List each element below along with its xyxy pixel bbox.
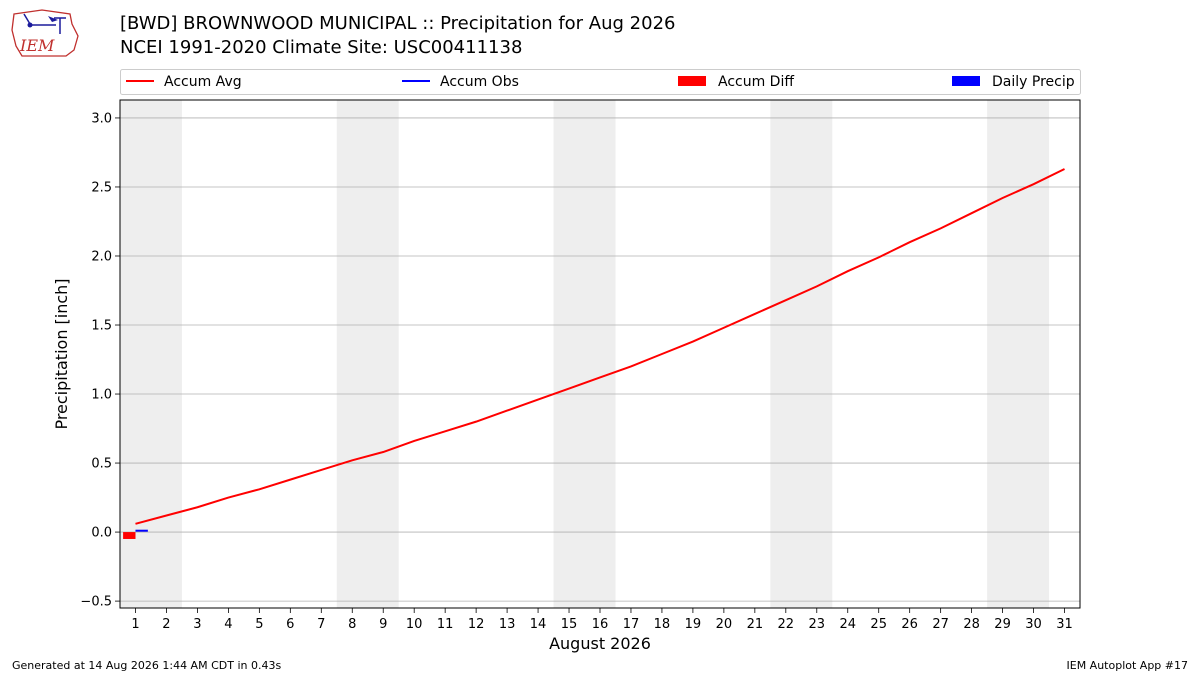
x-axis-label: August 2026: [549, 634, 651, 653]
x-tick-label: 8: [348, 617, 356, 632]
x-tick-label: 21: [747, 617, 764, 632]
y-tick-label: 0.5: [91, 457, 112, 472]
y-tick-label: 3.0: [91, 111, 112, 126]
weekend-band: [120, 100, 182, 608]
x-tick-label: 12: [468, 617, 485, 632]
chart-subtitle: NCEI 1991-2020 Climate Site: USC00411138: [120, 37, 523, 58]
accum-avg-line: [135, 168, 1065, 525]
x-tick-label: 29: [994, 617, 1011, 632]
series-lines: [135, 168, 1065, 532]
x-tick-label: 2: [162, 617, 170, 632]
x-tick-label: 16: [592, 617, 609, 632]
y-tick-label: 2.5: [91, 180, 112, 195]
y-tick-label: 0.0: [91, 526, 112, 541]
legend: Accum Avg Accum Obs Accum Diff Daily Precip: [120, 69, 1081, 95]
x-tick-label: 17: [623, 617, 640, 632]
x-tick-label: 14: [530, 617, 547, 632]
iem-logo: IEM: [11, 9, 79, 57]
weekend-band: [770, 100, 833, 608]
y-tick-label: 1.5: [91, 319, 112, 334]
x-tick-label: 24: [839, 617, 856, 632]
x-tick-label: 6: [286, 617, 294, 632]
legend-accum-diff-swatch: [678, 76, 706, 86]
y-tick-label: −0.5: [80, 595, 112, 610]
accum-diff-bar: [123, 532, 136, 539]
weekend-band: [553, 100, 616, 608]
x-tick-label: 20: [716, 617, 733, 632]
legend-daily-precip-swatch: [952, 76, 980, 86]
generated-timestamp: Generated at 14 Aug 2026 1:44 AM CDT in …: [12, 659, 282, 672]
x-tick-label: 5: [255, 617, 263, 632]
weekend-band: [987, 100, 1050, 608]
x-tick-label: 26: [901, 617, 918, 632]
x-tick-label: 19: [685, 617, 702, 632]
x-tick-label: 28: [963, 617, 980, 632]
x-tick-label: 11: [437, 617, 454, 632]
x-tick-label: 13: [499, 617, 516, 632]
weekend-band: [336, 100, 399, 608]
y-axis-label: Precipitation [inch]: [52, 278, 71, 429]
x-tick-label: 27: [932, 617, 949, 632]
x-tick-label: 18: [654, 617, 671, 632]
app-label: IEM Autoplot App #17: [1066, 659, 1189, 672]
gridlines: [120, 117, 1080, 602]
x-tick-label: 25: [870, 617, 887, 632]
x-tick-label: 31: [1056, 617, 1073, 632]
x-tick-label: 30: [1025, 617, 1042, 632]
y-ticks: −0.5 0.0 0.5 1.0 1.5 2.0 2.5 3.0: [80, 111, 120, 610]
logo-text: IEM: [19, 36, 55, 55]
x-tick-label: 9: [379, 617, 387, 632]
x-ticks: 1 2 3 4 5 6 7 8 9 10 11 12 13 14 15 16 17 18 19 20 21 22 23 24 2…: [131, 608, 1073, 632]
legend-accum-obs-label: Accum Obs: [440, 74, 519, 90]
y-tick-label: 2.0: [91, 249, 112, 264]
x-tick-label: 10: [406, 617, 423, 632]
x-tick-label: 23: [809, 617, 826, 632]
x-tick-label: 3: [193, 617, 201, 632]
x-tick-label: 15: [561, 617, 578, 632]
weekend-shading: [120, 100, 1050, 608]
x-tick-label: 4: [224, 617, 232, 632]
legend-accum-diff-label: Accum Diff: [718, 74, 794, 90]
legend-box: [120, 69, 1081, 95]
y-tick-label: 1.0: [91, 388, 112, 403]
bars: [123, 532, 136, 539]
legend-daily-precip-label: Daily Precip: [992, 74, 1075, 90]
x-tick-label: 22: [778, 617, 795, 632]
x-tick-label: 7: [317, 617, 325, 632]
chart-title: [BWD] BROWNWOOD MUNICIPAL :: Precipitati…: [120, 13, 676, 34]
x-tick-label: 1: [131, 617, 139, 632]
legend-accum-avg-label: Accum Avg: [164, 74, 242, 90]
